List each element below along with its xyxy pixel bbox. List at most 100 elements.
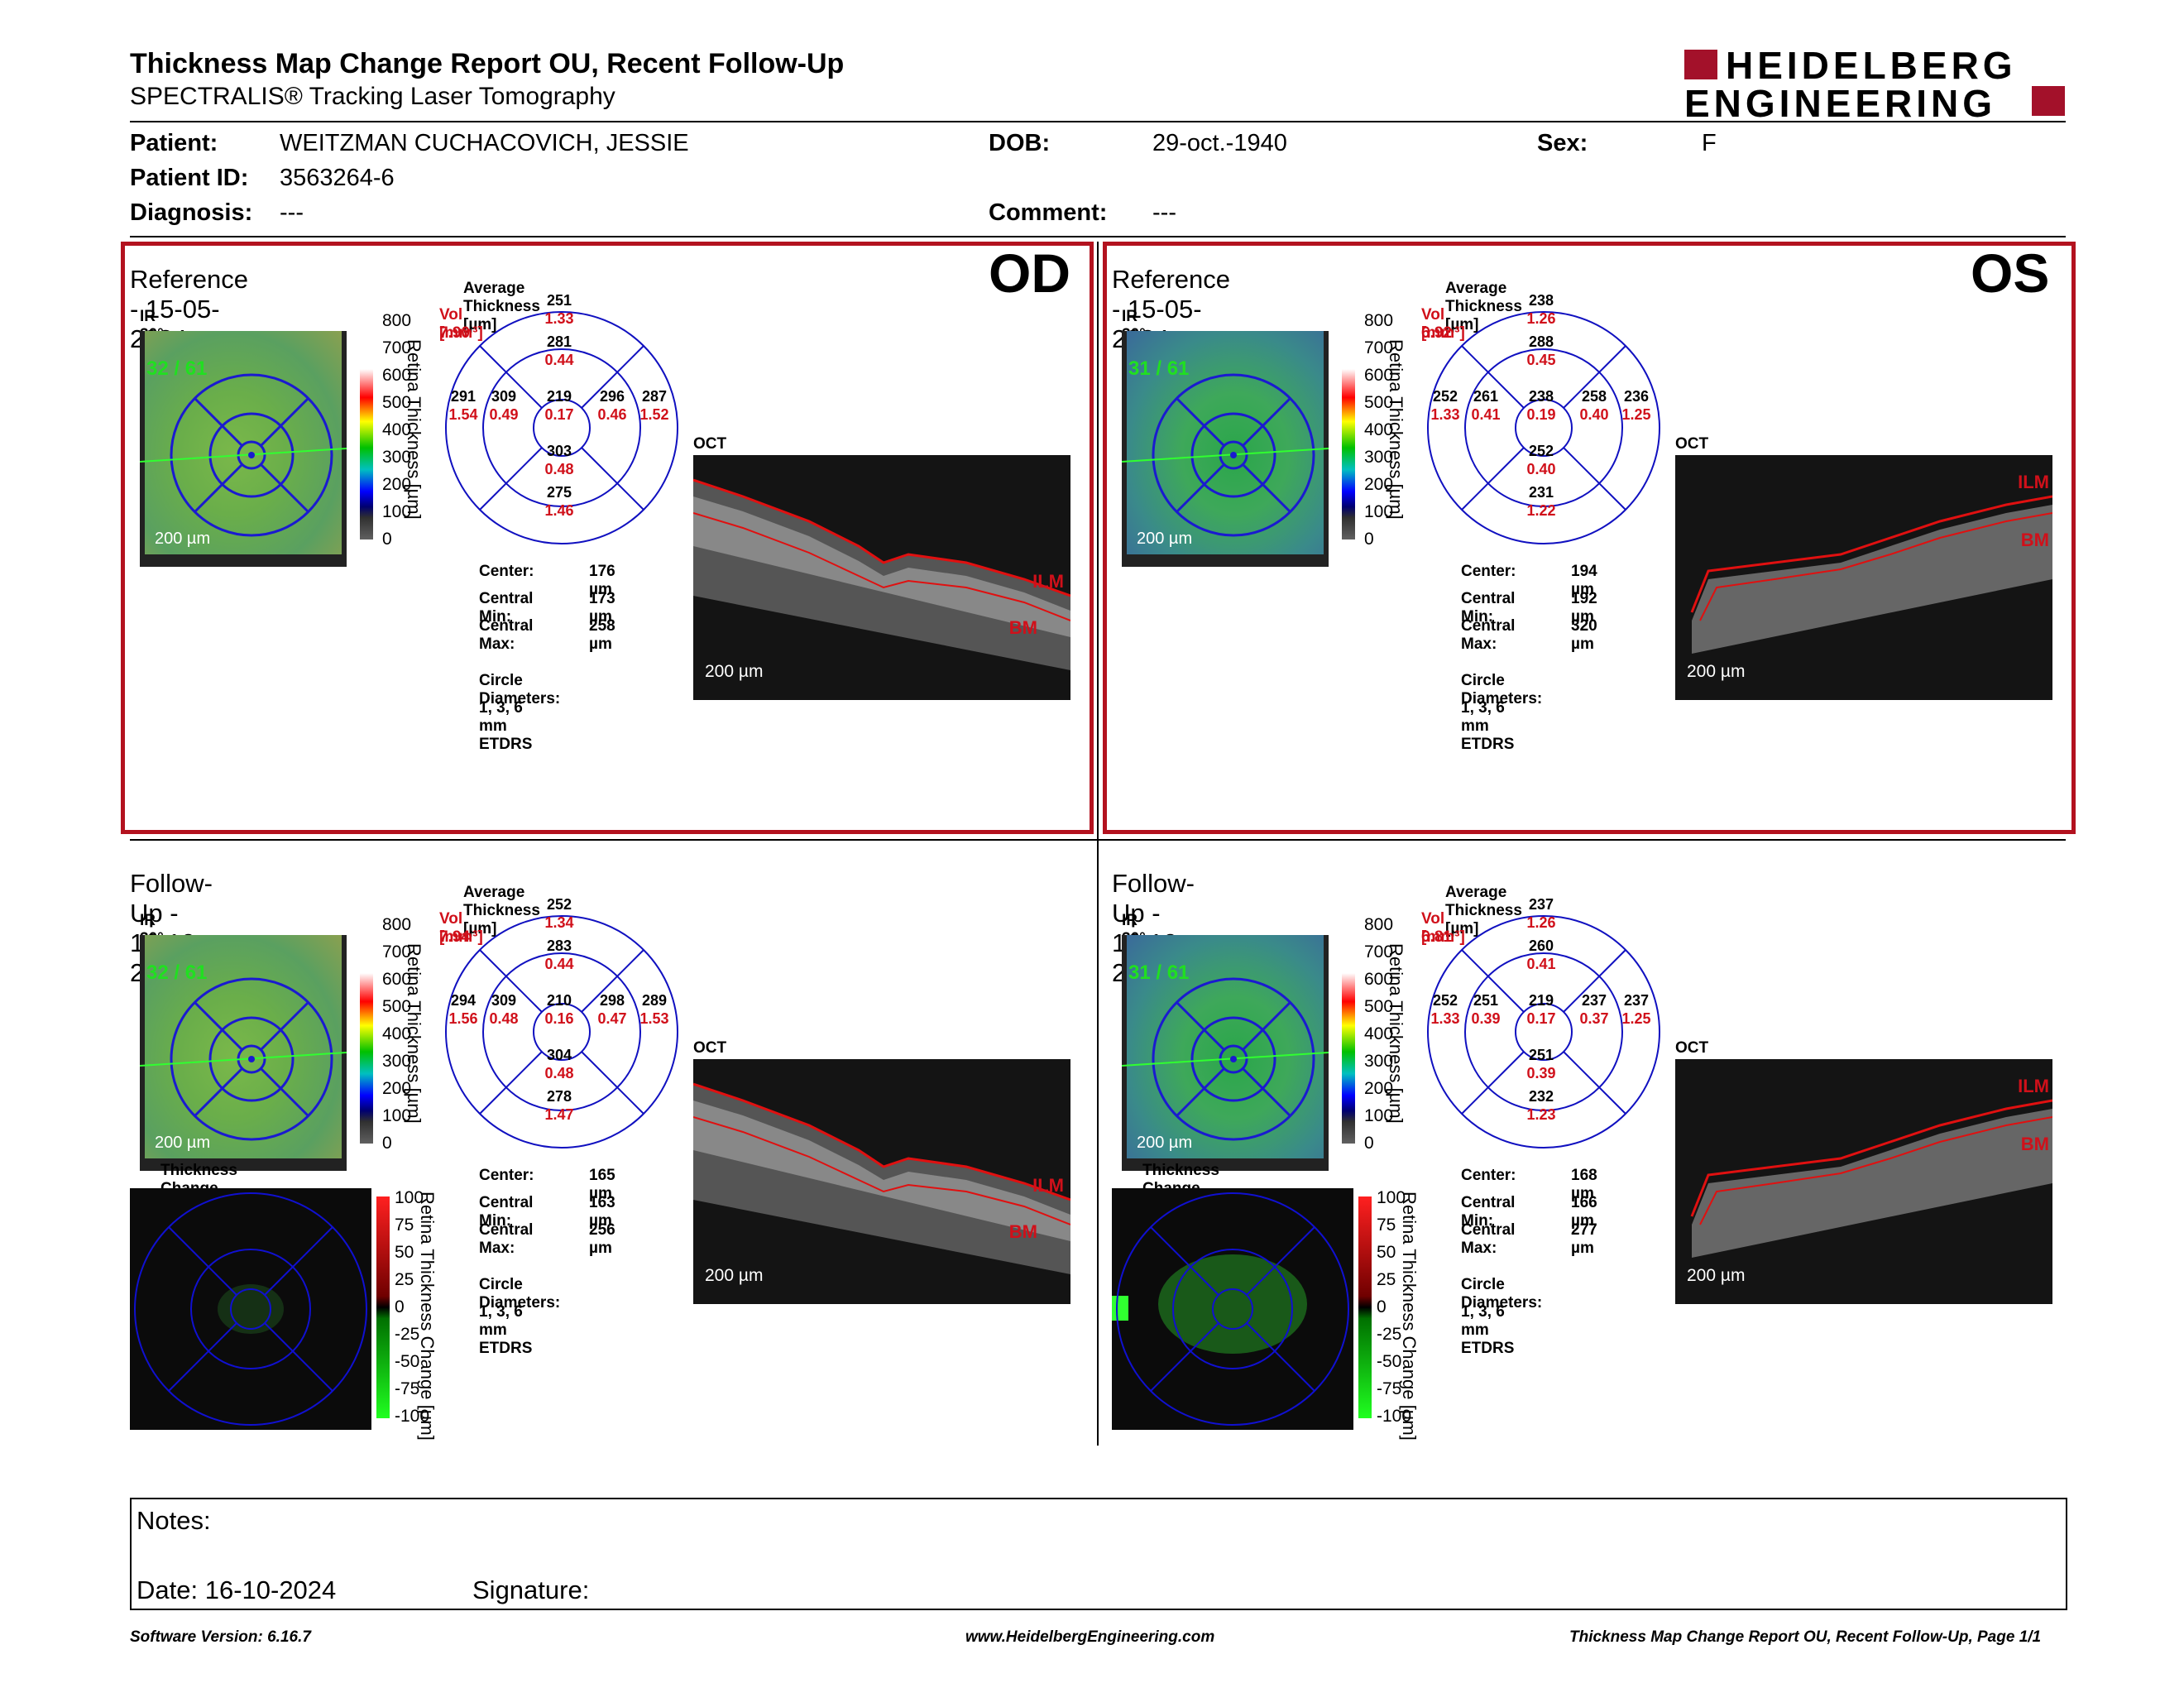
diagnosis-value: --- xyxy=(280,199,304,226)
website-link[interactable]: www.HeidelbergEngineering.com xyxy=(965,1628,1215,1646)
colorbar-tick: 100 xyxy=(1364,502,1394,521)
central-min-value: 173 µm xyxy=(589,590,615,626)
change-colorbar-tick: 50 xyxy=(395,1243,414,1262)
thickness-axis-label: Retina Thickness [µm] xyxy=(1386,339,1406,520)
colorbar-tick: 800 xyxy=(382,311,412,330)
colorbar-tick: 0 xyxy=(382,530,392,549)
sector-value: 258 0.40 xyxy=(1579,388,1609,423)
thickness-axis-label: Retina Thickness [µm] xyxy=(404,339,424,520)
etdrs-thickness-diagram xyxy=(445,311,678,544)
colorbar-tick: 700 xyxy=(1364,942,1394,961)
etdrs-thickness-diagram xyxy=(1427,915,1660,1149)
change-colorbar-tick: 75 xyxy=(395,1216,414,1235)
sector-value: 303 0.48 xyxy=(544,443,574,477)
sector-value: 251 1.33 xyxy=(544,292,574,327)
etdrs-thickness-diagram xyxy=(445,915,678,1149)
sector-value: 298 0.47 xyxy=(597,992,627,1027)
bm-label: BM xyxy=(1008,617,1037,638)
change-colorbar-tick: -50 xyxy=(395,1352,420,1371)
eye-label: OD xyxy=(989,242,1070,304)
colorbar-tick: 500 xyxy=(382,997,412,1016)
oct-bscan-image: ILM BM 200 µm xyxy=(1675,455,2052,700)
change-colorbar xyxy=(1358,1196,1372,1418)
central-min-label: Central Min: xyxy=(1461,1194,1516,1230)
etdrs-grid-overlay xyxy=(140,977,347,1141)
change-colorbar-tick: -100 xyxy=(395,1407,430,1426)
vol-value: 6.92 xyxy=(1421,324,1452,342)
change-colorbar-tick: -25 xyxy=(395,1325,420,1344)
report-subtitle: SPECTRALIS® Tracking Laser Tomography xyxy=(130,83,615,110)
central-max-value: 277 µm xyxy=(1571,1221,1597,1257)
circle-diameters-value: 1, 3, 6 mm ETDRS xyxy=(1461,699,1515,753)
sector-value: 237 1.26 xyxy=(1526,896,1556,931)
sector-value: 281 0.44 xyxy=(544,333,574,368)
change-colorbar-tick: 0 xyxy=(395,1297,405,1316)
sector-value: 309 0.49 xyxy=(489,388,519,423)
circle-diameters-value: 1, 3, 6 mm ETDRS xyxy=(1461,1303,1515,1357)
change-colorbar-tick: 100 xyxy=(395,1188,424,1207)
heidelberg-logo: HEIDELBERG ENGINEERING xyxy=(1684,44,2065,125)
center-value: 168 µm xyxy=(1571,1167,1597,1202)
colorbar-tick: 600 xyxy=(1364,970,1394,989)
oct-bscan-image: ILM BM 200 µm xyxy=(693,455,1070,700)
sector-value: 304 0.48 xyxy=(544,1047,574,1081)
colorbar-tick: 600 xyxy=(1364,366,1394,385)
etdrs-grid-overlay xyxy=(1122,373,1329,537)
oct-scale-label: 200 µm xyxy=(705,662,764,681)
colorbar-tick: 500 xyxy=(1364,393,1394,412)
colorbar-tick: 800 xyxy=(1364,915,1394,934)
etdrs-grid-overlay xyxy=(140,373,347,537)
patient-id: 3563264-6 xyxy=(280,165,395,191)
central-max-label: Central Max: xyxy=(479,617,534,653)
sector-value: 294 1.56 xyxy=(448,992,478,1027)
oct-scale-label: 200 µm xyxy=(705,1266,764,1285)
ilm-label: ILM xyxy=(2018,1076,2049,1096)
change-colorbar-tick: 25 xyxy=(395,1270,414,1289)
notes-label: Notes: xyxy=(136,1506,211,1535)
ir-fundus-image: 32 / 61 200 µm xyxy=(140,935,347,1171)
center-label: Center: xyxy=(1461,1167,1516,1184)
sector-value: 210 0.16 xyxy=(544,992,574,1027)
sector-value: 275 1.46 xyxy=(544,484,574,519)
avg-thickness-label: Average Thickness [µm] xyxy=(1445,280,1522,333)
circle-diameters-value: 1, 3, 6 mm ETDRS xyxy=(479,1303,533,1357)
software-version: Software Version: 6.16.7 xyxy=(130,1628,311,1646)
colorbar-tick: 800 xyxy=(1364,311,1394,330)
central-min-label: Central Min: xyxy=(479,1194,534,1230)
colorbar-tick: 400 xyxy=(382,1024,412,1043)
thickness-colorbar xyxy=(360,925,373,1144)
center-label: Center: xyxy=(1461,563,1516,580)
central-max-label: Central Max: xyxy=(479,1221,534,1257)
sector-value: 261 0.41 xyxy=(1471,388,1501,423)
colorbar-tick: 200 xyxy=(1364,1079,1394,1098)
bm-label: BM xyxy=(2020,530,2049,550)
sector-value: 236 1.25 xyxy=(1621,388,1651,423)
thickness-colorbar xyxy=(1342,321,1355,539)
colorbar-tick: 0 xyxy=(1364,1134,1374,1153)
avg-thickness-label: Average Thickness [µm] xyxy=(1445,884,1522,938)
colorbar-tick: 100 xyxy=(1364,1106,1394,1125)
colorbar-tick: 600 xyxy=(382,366,412,385)
ir-fundus-image: 31 / 61 200 µm xyxy=(1122,935,1329,1171)
notes-box: Notes: Date: 16-10-2024 Signature: xyxy=(130,1498,2067,1610)
circle-diameters-label: Circle Diameters: xyxy=(1461,1276,1543,1312)
change-colorbar-tick: 0 xyxy=(1377,1297,1387,1316)
central-min-label: Central Min: xyxy=(1461,590,1516,626)
sector-value: 238 0.19 xyxy=(1526,388,1556,423)
sector-value: 251 0.39 xyxy=(1471,992,1501,1027)
change-axis-label: Retina Thickness Change [µm] xyxy=(417,1192,438,1441)
vol-label: Vol [mm³] xyxy=(439,910,483,946)
patient-label: Patient: xyxy=(130,130,218,156)
sector-value: 251 0.39 xyxy=(1526,1047,1556,1081)
sector-value: 252 1.34 xyxy=(544,896,574,931)
colorbar-tick: 700 xyxy=(1364,338,1394,357)
change-colorbar-tick: -25 xyxy=(1377,1325,1402,1344)
avg-thickness-label: Average Thickness [µm] xyxy=(463,884,540,938)
oct-scale-label: 200 µm xyxy=(1687,662,1746,681)
sector-value: 283 0.44 xyxy=(544,938,574,972)
center-value: 176 µm xyxy=(589,563,615,598)
avg-thickness-label: Average Thickness [µm] xyxy=(463,280,540,333)
thickness-colorbar xyxy=(1342,925,1355,1144)
circle-diameters-label: Circle Diameters: xyxy=(479,1276,561,1312)
change-colorbar-tick: 100 xyxy=(1377,1188,1406,1207)
